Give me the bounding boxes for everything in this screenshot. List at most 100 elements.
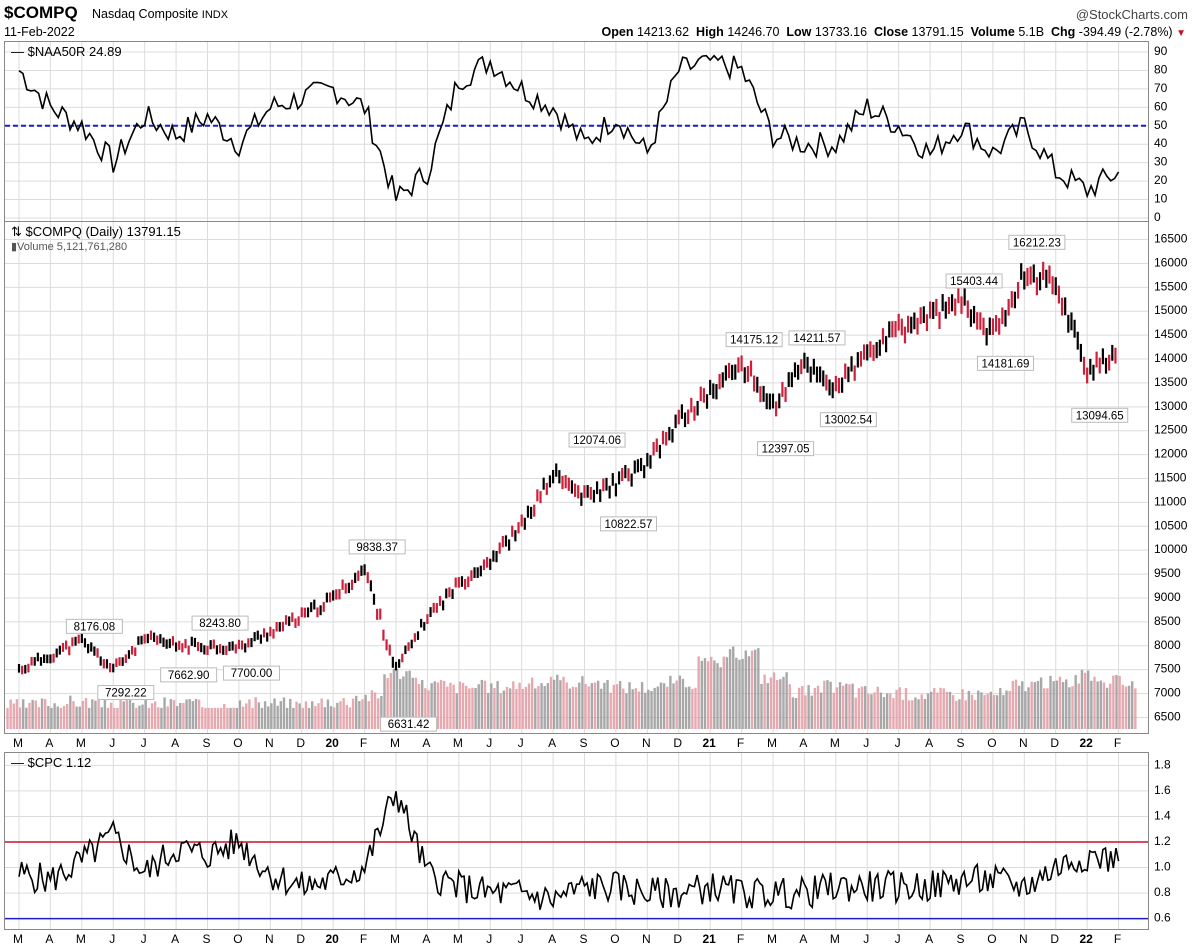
x-tick-label: J <box>141 736 147 750</box>
y-tick-label: 9500 <box>1154 566 1181 580</box>
x-tick-label: D <box>296 736 305 750</box>
x-tick-label: D <box>673 932 682 946</box>
volume-bar <box>694 687 697 729</box>
x-tick-label: F <box>737 736 744 750</box>
volume-bar <box>1024 691 1027 729</box>
price-panel: 8176.08 7292.22 7662.90 8243.80 7700.00 9838.… <box>4 221 1149 734</box>
price-chart: 8176.08 7292.22 7662.90 8243.80 7700.00 9838.… <box>5 222 1148 733</box>
volume-bar <box>47 705 50 729</box>
annotation-box <box>945 273 1003 289</box>
volume-bar <box>1115 675 1118 729</box>
x-tick-label: D <box>1050 736 1059 750</box>
volume-bar <box>863 686 867 729</box>
volume-bar <box>681 678 685 729</box>
volume-bar <box>1080 669 1084 729</box>
volume-bar <box>260 707 264 729</box>
x-tick-label: M <box>13 736 23 750</box>
x-tick-label: J <box>518 736 524 750</box>
volume-bar <box>336 702 339 729</box>
x-tick-label: M <box>767 932 777 946</box>
y-tick-label: 0.6 <box>1154 911 1171 925</box>
volume-bar <box>782 676 785 729</box>
volume-bar <box>355 695 358 729</box>
volume-bar <box>948 691 952 729</box>
volume-bar <box>980 692 983 729</box>
low-value: 13733.16 <box>814 25 868 39</box>
volume-bar <box>377 698 380 729</box>
volume-bar <box>807 685 810 729</box>
volume-bar <box>791 697 795 729</box>
volume-bar <box>276 705 279 729</box>
volume-bar <box>732 646 735 729</box>
x-tick-label: 21 <box>702 932 716 946</box>
cpc-line <box>18 791 1120 910</box>
volume-bar <box>1071 686 1074 729</box>
volume-bar <box>684 687 688 729</box>
volume-bar <box>34 700 37 729</box>
annotation-label: 9838.37 <box>356 542 398 554</box>
volume-bar <box>1065 679 1068 729</box>
annotation-label: 7700.00 <box>231 668 273 680</box>
annotation-label: 10822.57 <box>604 519 652 531</box>
y-tick-label: 1.6 <box>1154 783 1171 797</box>
volume-bar <box>270 703 273 729</box>
volume-bar <box>788 684 791 729</box>
volume-bar <box>895 689 898 729</box>
volume-bar <box>568 688 572 729</box>
y-tick-label: 20 <box>1154 173 1168 187</box>
cpc-panel: — $CPC 1.12 <box>4 752 1149 930</box>
y-tick-label: 60 <box>1154 99 1168 113</box>
volume-bar <box>779 679 782 729</box>
volume-bar <box>461 682 465 729</box>
volume-bar <box>967 690 971 729</box>
annotation-label: 13002.54 <box>824 415 873 427</box>
volume-bar <box>317 703 320 729</box>
annotation-box <box>191 615 249 631</box>
volume-bar <box>879 692 883 729</box>
x-tick-label: S <box>579 932 587 946</box>
volume-bar <box>860 686 864 729</box>
x-tick-label: F <box>1114 736 1121 750</box>
quote-date: 11-Feb-2022 <box>4 25 75 39</box>
volume-bar <box>40 698 44 729</box>
volume-bar <box>534 688 537 729</box>
volume-bar <box>955 700 958 729</box>
x-tick-label: N <box>1019 736 1028 750</box>
x-tick-label: N <box>265 736 274 750</box>
volume-bar <box>559 680 562 729</box>
y-tick-label: 10000 <box>1154 542 1188 556</box>
volume-bar <box>267 706 270 729</box>
x-tick-label: M <box>390 932 400 946</box>
volume-bar <box>596 680 600 729</box>
volume-bar <box>989 691 993 729</box>
volume-bar <box>442 680 446 729</box>
volume-bar <box>1121 684 1124 729</box>
volume-bar <box>339 701 342 729</box>
y-tick-label: 10 <box>1154 192 1168 206</box>
volume-bar <box>678 675 682 729</box>
x-tick-label: M <box>830 736 840 750</box>
volume-bar <box>1027 687 1030 729</box>
volume-bar <box>1005 690 1008 729</box>
volume-bar <box>936 692 939 729</box>
x-tick-label: A <box>171 932 179 946</box>
x-tick-label: O <box>610 932 619 946</box>
volume-bar <box>223 704 226 729</box>
annotation-label: 6631.42 <box>388 719 430 731</box>
annotation-box <box>380 716 438 732</box>
volume-bar <box>433 681 436 729</box>
price-title: ⇅ $COMPQ (Daily) 13791.15 <box>11 224 181 239</box>
volume-bar <box>113 707 116 729</box>
annotation-box <box>160 667 218 683</box>
volume-bar <box>527 683 531 729</box>
volume-bar <box>1134 688 1137 729</box>
volume-bar <box>304 701 308 729</box>
volume-bar <box>179 702 182 729</box>
volume-bar <box>342 698 345 729</box>
y-tick-label: 0 <box>1154 210 1161 223</box>
volume-bar <box>37 707 41 729</box>
x-tick-label: M <box>76 736 86 750</box>
volume-bar <box>135 707 138 729</box>
volume-bar <box>1068 687 1071 729</box>
brand-link[interactable]: @StockCharts.com <box>1075 7 1188 22</box>
